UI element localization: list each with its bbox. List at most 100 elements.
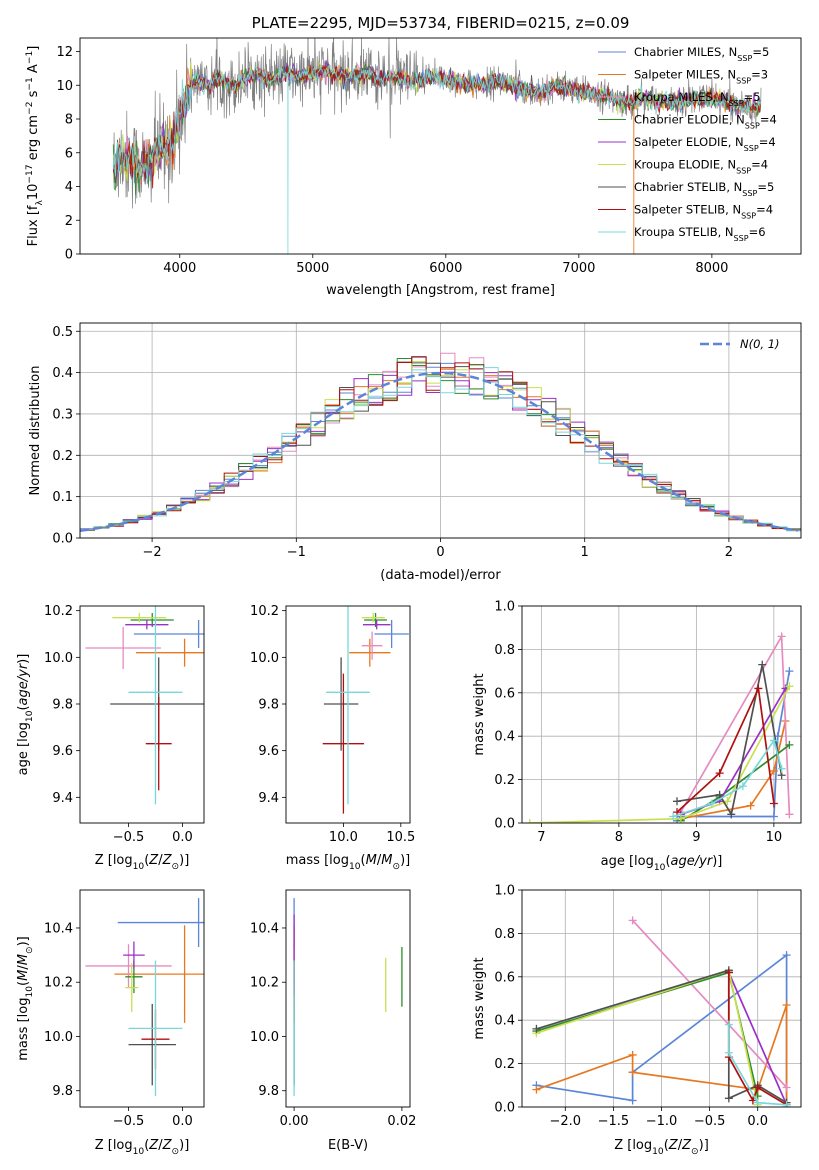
spectrum-ylabel: Flux [fλ10−17 erg cm−2 s−1 A−1] [25, 46, 45, 247]
x-tick-label: 10 [766, 830, 783, 845]
x-tick-label: 0.0 [747, 1114, 768, 1129]
y-tick-label: 10.2 [44, 604, 73, 619]
x-tick-label: 0.0 [172, 1114, 193, 1129]
y-tick-label: 0.3 [52, 407, 73, 422]
legend-entry-kroupa-miles: Kroupa MILES, NSSP=5 [634, 90, 761, 108]
z-weight-panel: −2.0 −1.5 −1.0 −0.5 0.0 0.0 0.2 0.4 0.6 0.8 1.0 mas… [472, 884, 802, 1157]
x-tick-label: 8 [615, 830, 623, 845]
y-tick-label: 0.0 [52, 532, 73, 547]
y-tick-label: 9.4 [258, 791, 279, 806]
y-tick-label: 0.8 [494, 643, 515, 658]
weight-marker-kroupa-miles [777, 632, 786, 641]
y-tick-label: 10.4 [44, 921, 73, 936]
y-tick-label: 10 [56, 79, 73, 94]
axes-frame [79, 889, 205, 1108]
axes-frame [521, 889, 802, 1108]
axes-frame [521, 605, 802, 824]
legend-entry-salpeter-stelib: Salpeter STELIB, NSSP=4 [634, 203, 773, 221]
weight-marker-kroupa-miles [785, 810, 794, 819]
weight-marker-salpeter-miles [532, 1085, 541, 1094]
y-tick-label: 10.2 [250, 976, 279, 991]
weight-marker-salpeter-miles [769, 766, 778, 775]
legend-entry-chabrier-miles: Chabrier MILES, NSSP=5 [634, 45, 769, 63]
z-mass-panel: −0.5 0.0 9.8 10.0 10.2 10.4 Z [log10(Z/Z⊙)] mas… [16, 889, 205, 1157]
y-tick-label: 12 [56, 45, 73, 60]
weight-marker-chabrier-stelib [673, 797, 681, 806]
x-tick-label: 1 [581, 545, 589, 560]
y-tick-label: 4 [65, 180, 73, 195]
z-age-ylabel: age [log10(age/yr)] [16, 654, 35, 776]
axes-frame [285, 889, 411, 1108]
x-tick-label: −1.5 [598, 1114, 630, 1129]
weight-line-kroupa-elodie [529, 685, 791, 823]
y-tick-label: 0.2 [494, 1057, 515, 1072]
x-tick-label: 4000 [163, 261, 196, 276]
x-tick-label: −0.5 [113, 830, 145, 845]
y-tick-label: 10.0 [250, 1030, 279, 1045]
spectrum-panel: 4000 5000 6000 7000 8000 0 2 4 6 8 10 12 PLATE=2295,… [25, 14, 802, 298]
weight-marker-kroupa-elodie [525, 819, 534, 823]
weight-marker-kroupa-stelib [724, 1048, 733, 1057]
x-tick-label: −0.5 [694, 1114, 726, 1129]
y-tick-label: 0.2 [494, 773, 515, 788]
y-tick-label: 0.4 [52, 366, 73, 381]
z-weight-ylabel: mass weight [472, 957, 487, 1039]
axes-frame [79, 37, 802, 255]
weight-marker-kroupa-stelib [769, 736, 778, 745]
weight-line-kroupa-stelib [727, 1024, 787, 1106]
y-tick-label: 0.6 [494, 686, 515, 701]
weight-marker-salpeter-miles [628, 1068, 637, 1077]
y-tick-label: 2 [65, 214, 73, 229]
x-tick-label: −1.0 [646, 1114, 678, 1129]
weight-marker-salpeter-stelib [769, 799, 778, 808]
legend-entry-kroupa-stelib: Kroupa STELIB, NSSP=6 [634, 225, 766, 243]
y-tick-label: 9.4 [52, 791, 73, 806]
weight-marker-salpeter-stelib [753, 1083, 762, 1092]
weight-marker-salpeter-stelib [724, 968, 733, 977]
y-tick-label: 10.4 [250, 921, 279, 936]
y-tick-label: 0.6 [494, 970, 515, 985]
gauss-legend-label: N(0, 1) [740, 337, 780, 351]
weight-marker-chabrier-stelib [532, 1024, 541, 1033]
y-tick-label: 10.0 [44, 1030, 73, 1045]
weight-marker-kroupa-stelib [724, 1020, 733, 1029]
y-tick-label: 10.2 [250, 604, 279, 619]
y-tick-label: 10.2 [44, 976, 73, 991]
weight-marker-chabrier-elodie [785, 740, 794, 749]
y-tick-label: 9.8 [258, 1084, 279, 1099]
age-weight-plot-area [525, 632, 794, 823]
x-tick-label: 8000 [695, 261, 728, 276]
x-tick-label: 7 [537, 830, 545, 845]
legend-entry-salpeter-miles: Salpeter MILES, NSSP=3 [634, 68, 768, 86]
legend-entry-kroupa-elodie: Kroupa ELODIE, NSSP=4 [634, 158, 768, 176]
legend-entry-chabrier-stelib: Chabrier STELIB, NSSP=5 [634, 180, 774, 198]
spectrum-model-salpeter-stelib [112, 64, 761, 189]
axes-frame [79, 322, 802, 539]
weight-line-kroupa-miles [631, 919, 788, 1089]
y-tick-label: 0.8 [494, 927, 515, 942]
x-tick-label: 0.0 [172, 830, 193, 845]
axes-frame [285, 605, 411, 824]
weight-marker-chabrier-miles [785, 667, 794, 676]
x-tick-label: 9 [692, 830, 700, 845]
y-tick-label: 0.5 [52, 325, 73, 340]
weight-marker-kroupa-elodie [785, 682, 794, 691]
y-tick-label: 6 [65, 146, 73, 161]
ebv-mass-panel: 0.00 0.02 9.8 10.0 10.2 10.4 E(B-V) [250, 889, 416, 1153]
z-mass-ylabel: mass [log10(M/M⊙)] [16, 936, 35, 1060]
y-tick-label: 0.0 [494, 817, 515, 832]
weight-marker-chabrier-miles [628, 1096, 637, 1105]
x-tick-label: −2.0 [550, 1114, 582, 1129]
residuals-panel: −2 −1 0 1 2 0.0 0.1 0.2 0.3 0.4 0.5 (data-model)/er… [28, 322, 802, 583]
z-mass-xlabel: Z [log10(Z/Z⊙)] [95, 1138, 190, 1157]
y-tick-label: 9.6 [52, 744, 73, 759]
y-tick-label: 0.2 [52, 449, 73, 464]
weight-marker-kroupa-stelib [707, 799, 716, 808]
x-tick-label: 0 [436, 545, 444, 560]
legend-entry-chabrier-elodie: Chabrier ELODIE, NSSP=4 [634, 113, 777, 131]
weight-marker-kroupa-miles [628, 916, 637, 925]
y-tick-label: 9.8 [52, 1084, 73, 1099]
x-tick-label: 7000 [562, 261, 595, 276]
z-mass-plot-area [85, 898, 204, 1097]
